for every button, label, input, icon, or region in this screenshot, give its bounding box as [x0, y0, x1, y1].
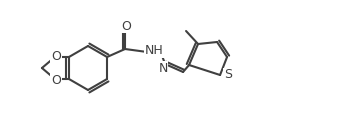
Text: O: O	[51, 74, 61, 86]
Text: NH: NH	[145, 44, 164, 58]
Text: O: O	[121, 20, 131, 32]
Text: O: O	[51, 50, 61, 62]
Text: S: S	[224, 69, 232, 81]
Text: N: N	[158, 62, 168, 74]
